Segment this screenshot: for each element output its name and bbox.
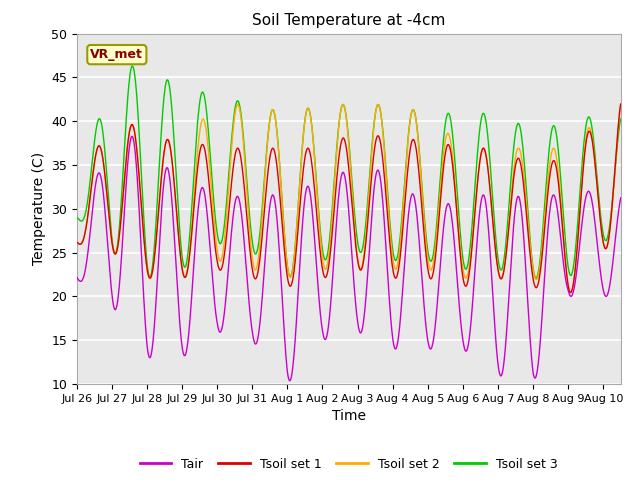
Title: Soil Temperature at -4cm: Soil Temperature at -4cm — [252, 13, 445, 28]
Legend: Tair, Tsoil set 1, Tsoil set 2, Tsoil set 3: Tair, Tsoil set 1, Tsoil set 2, Tsoil se… — [135, 453, 563, 476]
X-axis label: Time: Time — [332, 409, 366, 423]
Text: VR_met: VR_met — [90, 48, 143, 61]
Y-axis label: Temperature (C): Temperature (C) — [31, 152, 45, 265]
